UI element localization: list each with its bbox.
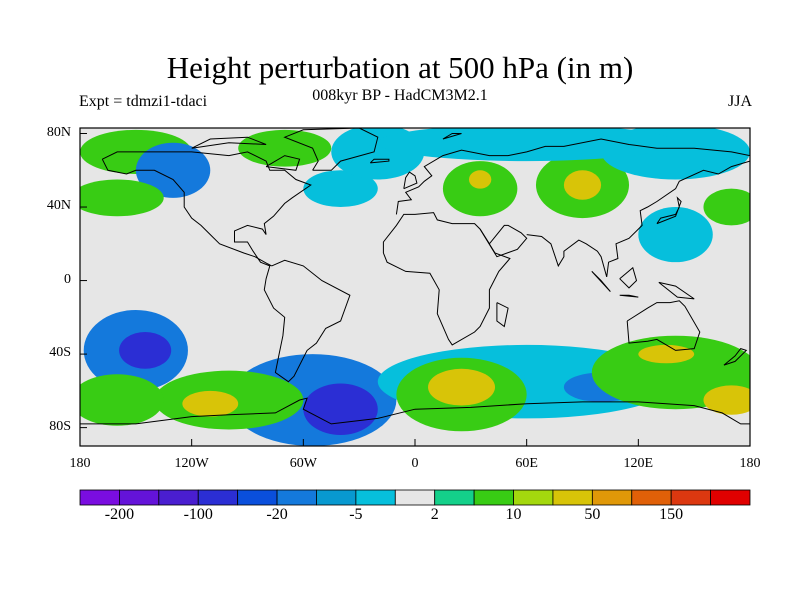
coastline [591, 271, 611, 292]
colorbar-swatch [670, 489, 711, 506]
coastline [403, 171, 418, 190]
anomaly-region [182, 390, 239, 417]
anomaly-region [238, 129, 332, 167]
colorbar-swatch [631, 489, 672, 506]
lon-tick-label: 180 [69, 456, 91, 471]
colorbar-swatch [513, 489, 554, 506]
lon-tick-label: 60E [515, 456, 538, 471]
anomaly-region [303, 170, 378, 208]
colorbar-swatch [434, 489, 475, 506]
colorbar-label: 50 [584, 506, 601, 523]
coastline [102, 151, 351, 383]
coastline [191, 136, 267, 149]
colorbar-swatch [473, 489, 514, 506]
anomaly-region [135, 142, 211, 198]
anomaly-region [303, 383, 378, 435]
anomaly-region [638, 207, 713, 263]
coastline [479, 224, 528, 258]
coastline [619, 266, 638, 289]
coastline [369, 158, 390, 164]
coastline [626, 300, 701, 351]
season-label: JJA [727, 93, 752, 110]
coastline [80, 397, 750, 425]
colorbar-swatch [552, 489, 593, 506]
lat-tick-label: 40N [46, 198, 71, 214]
colorbar-swatch [237, 489, 278, 506]
lat-tick-label: 40S [49, 345, 71, 361]
coastline-layer [80, 128, 750, 425]
anomaly-region [703, 188, 750, 226]
colorbar-label: -5 [349, 506, 363, 523]
coastline [526, 160, 750, 278]
lon-tick-label: 120W [174, 456, 209, 471]
anomaly-region [119, 332, 172, 369]
coastline [723, 348, 748, 366]
axis-ticks [79, 133, 751, 446]
anomaly-region [468, 170, 492, 189]
anomaly-region [428, 368, 496, 406]
anomaly-region [703, 385, 750, 415]
lon-tick-label: 60W [289, 456, 317, 471]
coastline [496, 302, 509, 328]
coastline [656, 196, 682, 225]
experiment-label: Expt = tdmzi1-tdaci [79, 93, 208, 110]
colorbar [79, 489, 751, 506]
lat-tick-label: 80N [46, 124, 71, 140]
colorbar-swatch [316, 489, 357, 506]
lon-tick-label: 120E [623, 456, 654, 471]
colorbar-swatch [591, 489, 633, 506]
colorbar-label: -200 [104, 506, 135, 523]
anomaly-region [442, 161, 518, 217]
colorbar-swatch [119, 489, 160, 506]
colorbar-label: -100 [183, 506, 213, 523]
coastline [283, 128, 379, 171]
anomaly-region [80, 374, 164, 426]
colorbar-label: -20 [266, 506, 288, 523]
colorbar-swatch [197, 489, 239, 506]
lat-tick-label: 0 [64, 271, 71, 287]
coastline [619, 294, 639, 298]
colorbar-label: 150 [659, 506, 684, 523]
colorbar-swatch [79, 489, 120, 506]
coastline [101, 158, 272, 267]
colorbar-label: 2 [430, 506, 439, 523]
coastline [395, 138, 750, 215]
colorbar-swatch [394, 489, 436, 506]
anomaly-region [563, 170, 602, 200]
map-title: Height perturbation at 500 hPa (in m) [166, 50, 634, 85]
anomaly-layer [80, 128, 750, 446]
colorbar-swatch [158, 489, 199, 506]
anomaly-region [80, 179, 164, 217]
coastline [265, 155, 301, 171]
colorbar-swatch [355, 489, 396, 506]
lon-tick-label: 0 [411, 456, 419, 471]
anomaly-region [377, 128, 676, 162]
colorbar-label: 10 [505, 506, 522, 523]
coastline [442, 133, 462, 140]
coastline [382, 212, 511, 346]
colorbar-swatch [710, 489, 751, 506]
colorbar-swatch [276, 489, 317, 506]
lon-tick-label: 180 [739, 456, 761, 471]
anomaly-region [638, 344, 695, 364]
map-subtitle: 008kyr BP - HadCM3M2.1 [312, 87, 488, 104]
lat-tick-label: 80S [49, 418, 71, 434]
coastline [658, 281, 695, 300]
